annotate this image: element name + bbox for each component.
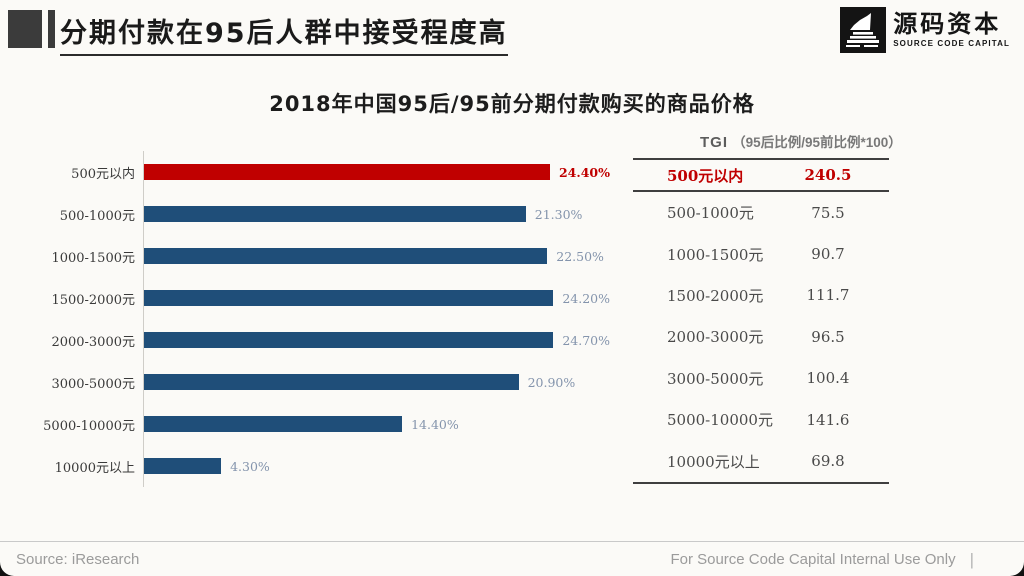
logo: 源码资本 SOURCE CODE CAPITAL xyxy=(840,7,1010,53)
tgi-table: 500元以内 240.5 500-1000元 75.5 1000-1500元 90.7 15… xyxy=(633,158,889,484)
bar xyxy=(144,374,519,390)
bar-row: 500元以内 24.40% xyxy=(30,151,610,193)
bar-track: 4.30% xyxy=(143,445,610,487)
bar-track: 20.90% xyxy=(143,361,610,403)
bar-track: 24.40% xyxy=(143,151,610,193)
tgi-table-header: TGI （95后比例/95前比例*100） xyxy=(700,131,902,151)
tgi-row-value: 100.4 xyxy=(806,369,850,388)
footer: Source: iResearch For Source Code Capita… xyxy=(0,541,1024,576)
tgi-table-row: 500元以内 240.5 xyxy=(633,158,889,192)
tgi-row-label: 5000-10000元 xyxy=(667,411,773,430)
bar xyxy=(144,416,403,432)
bar-value-label: 4.30% xyxy=(230,458,270,474)
category-label: 10000元以上 xyxy=(54,460,135,476)
bar-value-label: 24.70% xyxy=(562,332,610,348)
tgi-row-label: 10000元以上 xyxy=(667,452,760,471)
tgi-formula-label: （95后比例/95前比例*100） xyxy=(732,135,902,150)
tgi-table-row: 1500-2000元 111.7 xyxy=(633,275,889,316)
bar-chart: 500元以内 24.40% 500-1000元 21.30% 1000-1500元 22.… xyxy=(30,151,610,487)
tgi-label: TGI xyxy=(700,134,728,151)
tgi-row-value: 90.7 xyxy=(811,245,845,264)
tgi-row-value: 96.5 xyxy=(811,327,845,346)
category-label: 1500-2000元 xyxy=(51,292,135,308)
tgi-row-label: 2000-3000元 xyxy=(667,328,764,347)
internal-use-note: For Source Code Capital Internal Use Onl… xyxy=(670,551,956,568)
tgi-row-value: 69.8 xyxy=(811,452,845,471)
tgi-row-label: 1500-2000元 xyxy=(667,286,764,305)
bar-value-label: 21.30% xyxy=(534,206,583,222)
tgi-row-value: 75.5 xyxy=(811,203,845,222)
bar-track: 24.20% xyxy=(143,277,610,319)
bar xyxy=(144,248,548,264)
tgi-table-row: 1000-1500元 90.7 xyxy=(633,233,889,274)
tgi-row-label: 500-1000元 xyxy=(667,204,754,223)
logo-text: 源码资本 SOURCE CODE CAPITAL xyxy=(893,12,1010,48)
tgi-row-value: 240.5 xyxy=(804,166,852,184)
tgi-row-value: 141.6 xyxy=(806,410,850,429)
bar-row: 1500-2000元 24.20% xyxy=(30,277,610,319)
bar-value-label: 20.90% xyxy=(527,374,576,390)
bar-row: 10000元以上 4.30% xyxy=(30,445,610,487)
title-bullet-icon xyxy=(8,10,56,48)
bar xyxy=(144,206,526,222)
bar-row: 1000-1500元 22.50% xyxy=(30,235,610,277)
bar-track: 24.70% xyxy=(143,319,610,361)
footer-separator: | xyxy=(969,549,974,569)
bar-track: 21.30% xyxy=(143,193,610,235)
bar-track: 22.50% xyxy=(143,235,610,277)
bar xyxy=(144,290,554,306)
bar xyxy=(144,164,550,180)
bar-row: 3000-5000元 20.90% xyxy=(30,361,610,403)
bar-value-label: 24.40% xyxy=(558,164,610,180)
bar-track: 14.40% xyxy=(143,403,610,445)
bar-row: 5000-10000元 14.40% xyxy=(30,403,610,445)
category-label: 500-1000元 xyxy=(59,208,135,224)
bar-row: 500-1000元 21.30% xyxy=(30,193,610,235)
bar-value-label: 14.40% xyxy=(411,416,459,432)
bar-value-label: 22.50% xyxy=(556,248,604,264)
category-label: 500元以内 xyxy=(71,166,135,182)
bullet-block-thin xyxy=(48,10,55,48)
tgi-table-row: 10000元以上 69.8 xyxy=(633,440,889,484)
tgi-row-label: 1000-1500元 xyxy=(667,245,764,264)
tgi-table-row: 5000-10000元 141.6 xyxy=(633,399,889,440)
logo-ship-icon xyxy=(840,7,887,53)
chart-title: 2018年中国95后/95前分期付款购买的商品价格 xyxy=(269,92,755,116)
bar xyxy=(144,458,222,474)
bullet-block-large xyxy=(8,10,42,48)
tgi-table-row: 2000-3000元 96.5 xyxy=(633,316,889,357)
source-note: Source: iResearch xyxy=(16,551,140,568)
bar xyxy=(144,332,554,348)
tgi-table-row: 500-1000元 75.5 xyxy=(633,192,889,233)
category-label: 2000-3000元 xyxy=(51,334,135,350)
logo-name-en: SOURCE CODE CAPITAL xyxy=(893,39,1010,48)
tgi-row-value: 111.7 xyxy=(806,286,850,305)
page-title: 分期付款在95后人群中接受程度高 xyxy=(60,11,508,56)
bar-value-label: 24.20% xyxy=(562,290,610,306)
bar-row: 2000-3000元 24.70% xyxy=(30,319,610,361)
category-label: 1000-1500元 xyxy=(51,250,135,266)
category-label: 3000-5000元 xyxy=(51,376,135,392)
tgi-table-row: 3000-5000元 100.4 xyxy=(633,358,889,399)
logo-name-cn: 源码资本 xyxy=(893,9,1002,38)
footer-right: For Source Code Capital Internal Use Onl… xyxy=(670,550,974,570)
tgi-row-label: 3000-5000元 xyxy=(667,369,764,388)
category-label: 5000-10000元 xyxy=(43,418,135,434)
tgi-row-label: 500元以内 xyxy=(667,166,744,185)
